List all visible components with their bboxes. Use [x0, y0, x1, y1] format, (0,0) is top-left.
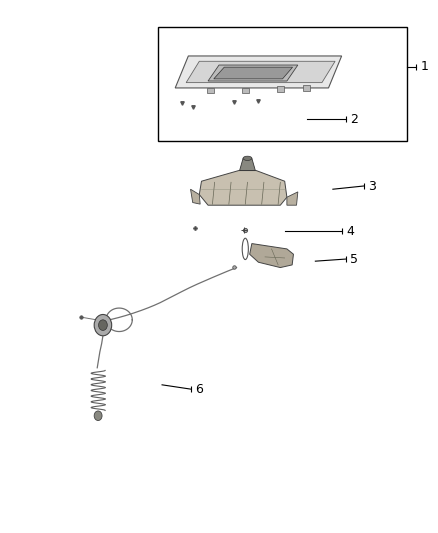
Bar [303, 85, 310, 91]
Text: 2: 2 [350, 113, 358, 126]
Bar [207, 88, 214, 93]
Polygon shape [175, 56, 342, 88]
Polygon shape [186, 61, 335, 83]
Bar [242, 88, 249, 93]
Circle shape [94, 314, 112, 336]
Text: 5: 5 [350, 253, 358, 265]
Polygon shape [240, 158, 255, 171]
Polygon shape [214, 67, 293, 79]
Polygon shape [287, 192, 298, 205]
Polygon shape [250, 244, 293, 268]
Circle shape [99, 320, 107, 330]
Text: 4: 4 [346, 225, 354, 238]
Bar [277, 86, 284, 92]
Polygon shape [191, 189, 200, 204]
Polygon shape [208, 65, 298, 81]
Text: 1: 1 [420, 60, 428, 73]
Text: 3: 3 [368, 180, 376, 192]
Circle shape [94, 411, 102, 421]
Text: 6: 6 [195, 383, 203, 395]
Polygon shape [199, 171, 287, 205]
Ellipse shape [243, 156, 252, 160]
Bar [158, 27, 407, 141]
